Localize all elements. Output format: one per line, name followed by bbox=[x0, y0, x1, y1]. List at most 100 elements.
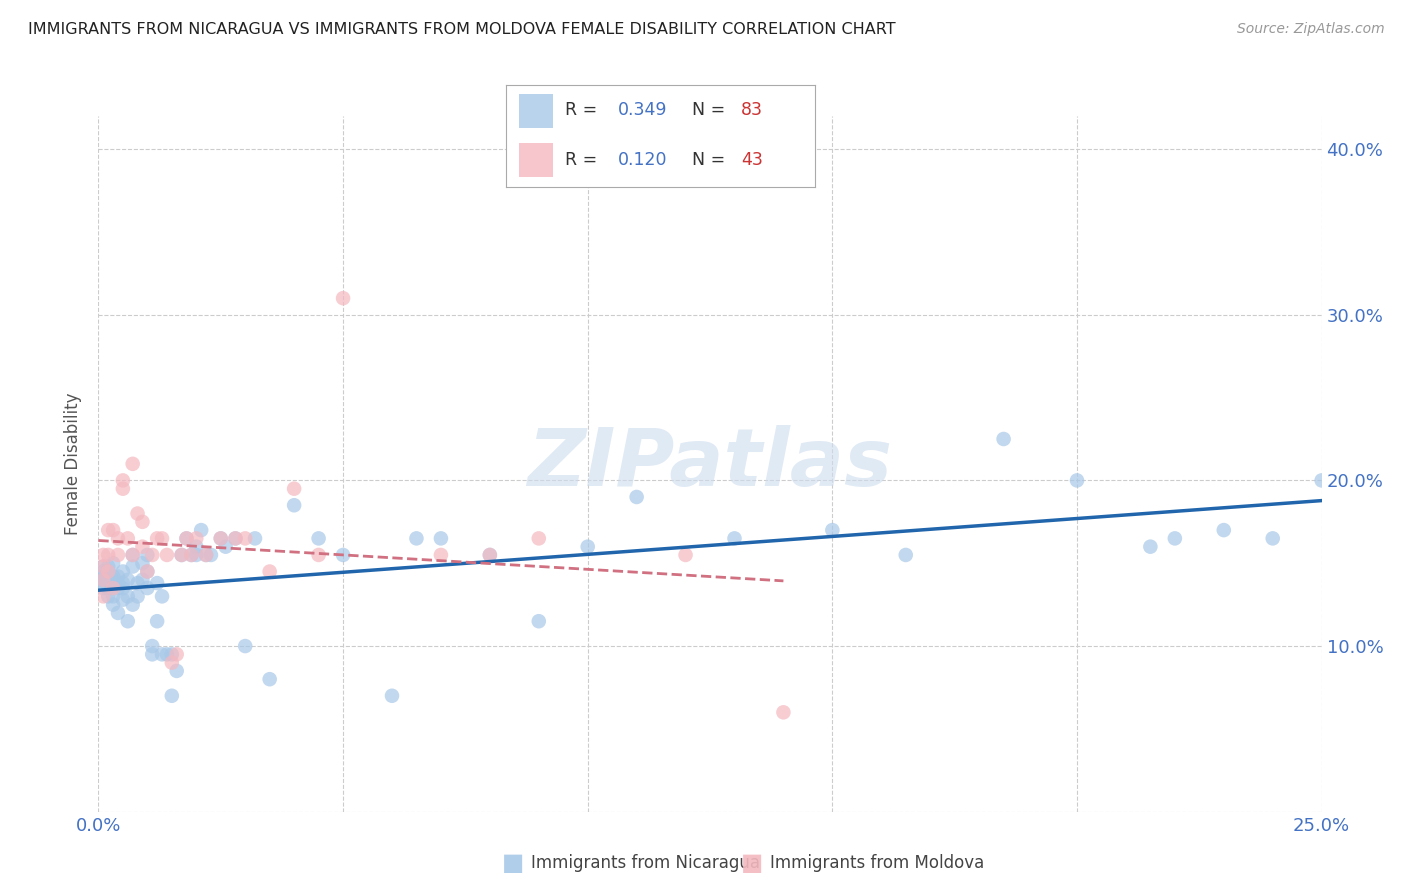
Point bbox=[156, 548, 179, 562]
Point bbox=[478, 548, 501, 562]
Point bbox=[121, 559, 143, 574]
Point bbox=[576, 540, 599, 554]
Point bbox=[146, 614, 169, 628]
Text: ZIPatlas: ZIPatlas bbox=[527, 425, 893, 503]
Point bbox=[91, 559, 114, 574]
Point bbox=[1164, 532, 1187, 546]
Text: N =: N = bbox=[692, 151, 731, 169]
Point bbox=[136, 565, 159, 579]
Point bbox=[131, 515, 153, 529]
Point bbox=[146, 576, 169, 591]
Point bbox=[97, 559, 120, 574]
Point bbox=[107, 532, 129, 546]
Point bbox=[150, 648, 173, 662]
Point bbox=[527, 532, 550, 546]
Point bbox=[527, 614, 550, 628]
Point bbox=[332, 548, 354, 562]
Point bbox=[91, 573, 114, 587]
Point bbox=[107, 548, 129, 562]
Point bbox=[821, 523, 844, 537]
Point bbox=[97, 590, 120, 604]
Point bbox=[97, 523, 120, 537]
Point bbox=[224, 532, 246, 546]
Text: Source: ZipAtlas.com: Source: ZipAtlas.com bbox=[1237, 22, 1385, 37]
Point bbox=[107, 581, 129, 595]
Point bbox=[141, 648, 163, 662]
Point bbox=[107, 606, 129, 620]
Point bbox=[97, 576, 120, 591]
Point bbox=[97, 581, 120, 595]
Point bbox=[160, 656, 183, 670]
Point bbox=[170, 548, 193, 562]
Point bbox=[91, 548, 114, 562]
Y-axis label: Female Disability: Female Disability bbox=[65, 392, 83, 535]
Point bbox=[190, 523, 212, 537]
Point bbox=[107, 576, 129, 591]
Point bbox=[131, 540, 153, 554]
Point bbox=[283, 498, 305, 512]
Point bbox=[186, 548, 208, 562]
Point bbox=[176, 532, 198, 546]
Point bbox=[121, 598, 143, 612]
Point bbox=[101, 569, 124, 583]
Point bbox=[111, 581, 134, 595]
Point bbox=[233, 639, 256, 653]
Point bbox=[224, 532, 246, 546]
Point bbox=[243, 532, 266, 546]
Bar bbox=[519, 94, 553, 128]
Point bbox=[121, 548, 143, 562]
Point bbox=[127, 590, 149, 604]
Text: IMMIGRANTS FROM NICARAGUA VS IMMIGRANTS FROM MOLDOVA FEMALE DISABILITY CORRELATI: IMMIGRANTS FROM NICARAGUA VS IMMIGRANTS … bbox=[28, 22, 896, 37]
Point bbox=[308, 532, 330, 546]
Point bbox=[166, 664, 188, 678]
Point bbox=[91, 565, 114, 579]
Point bbox=[160, 689, 183, 703]
Point bbox=[117, 532, 139, 546]
Point bbox=[101, 598, 124, 612]
Text: 0.349: 0.349 bbox=[617, 102, 666, 120]
Point bbox=[101, 523, 124, 537]
Point bbox=[1310, 474, 1333, 488]
Point bbox=[146, 532, 169, 546]
Text: R =: R = bbox=[565, 151, 603, 169]
Point bbox=[150, 532, 173, 546]
Point bbox=[101, 590, 124, 604]
Point bbox=[91, 559, 114, 574]
Point bbox=[117, 590, 139, 604]
Point bbox=[283, 482, 305, 496]
Point bbox=[381, 689, 404, 703]
Point bbox=[91, 590, 114, 604]
Point bbox=[97, 565, 120, 579]
Point bbox=[478, 548, 501, 562]
Point bbox=[1261, 532, 1284, 546]
Point bbox=[195, 548, 218, 562]
Point bbox=[180, 548, 202, 562]
Point bbox=[131, 573, 153, 587]
Text: N =: N = bbox=[692, 102, 731, 120]
Point bbox=[91, 573, 114, 587]
Point bbox=[101, 576, 124, 591]
Point bbox=[107, 569, 129, 583]
Point bbox=[430, 532, 453, 546]
Point bbox=[332, 291, 354, 305]
Point bbox=[97, 565, 120, 579]
Point bbox=[136, 548, 159, 562]
Point bbox=[141, 639, 163, 653]
Point bbox=[176, 532, 198, 546]
Point bbox=[166, 648, 188, 662]
Point bbox=[308, 548, 330, 562]
Point bbox=[405, 532, 427, 546]
Text: 83: 83 bbox=[741, 102, 763, 120]
Point bbox=[117, 614, 139, 628]
Point bbox=[180, 548, 202, 562]
Point bbox=[101, 581, 124, 595]
Point bbox=[111, 592, 134, 607]
Point bbox=[209, 532, 232, 546]
Point bbox=[160, 648, 183, 662]
Point bbox=[111, 482, 134, 496]
Text: R =: R = bbox=[565, 102, 603, 120]
Point bbox=[97, 569, 120, 583]
Point bbox=[117, 573, 139, 587]
Point bbox=[121, 548, 143, 562]
Point bbox=[186, 540, 208, 554]
